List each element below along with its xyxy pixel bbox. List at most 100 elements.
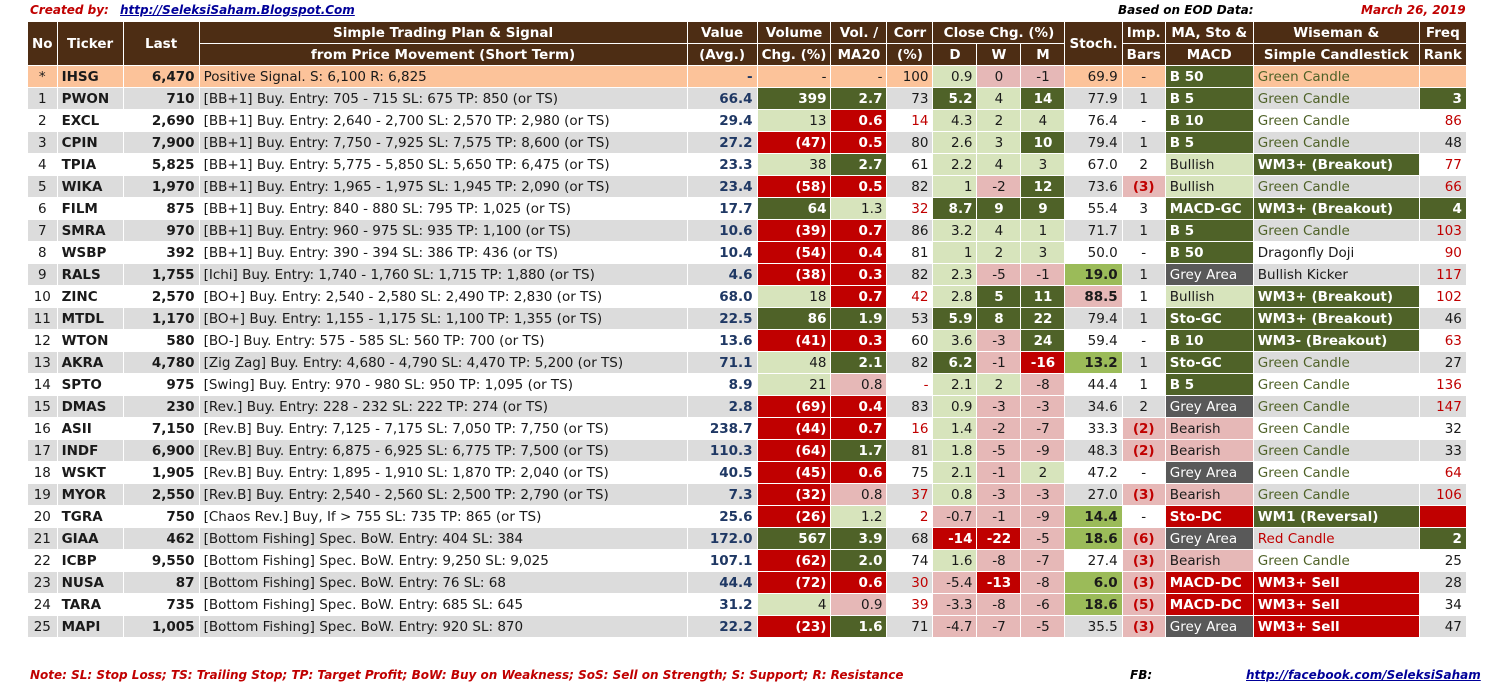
close-change-w-cell: 5 [976,285,1022,308]
imp-bars-cell: 3 [1121,197,1166,220]
freq-rank-cell: 27 [1418,351,1467,374]
close-change-w-cell: 8 [976,307,1022,330]
imp-bars-cell: 1 [1121,87,1166,110]
ticker-cell: SPTO [56,373,124,396]
no-cell: 15 [27,395,58,418]
avg-value-cell: 13.6 [686,329,758,352]
eod-label: Based on EOD Data: [1118,3,1254,17]
stoch-cell: 55.4 [1064,197,1123,220]
vol-ma20-cell: 0.7 [830,285,888,308]
close-change-m-cell: 24 [1020,329,1066,352]
col-value-line2: (Avg.) [686,43,758,66]
table-row: 13 AKRA 4,780 [Zig Zag] Buy. Entry: 4,680 -… [27,351,1467,374]
avg-value-cell: 8.9 [686,373,758,396]
ma-sto-macd-cell: B 10 [1164,109,1254,132]
stoch-cell: 27.4 [1064,549,1123,572]
table-row: 1 PWON 710 [BB+1] Buy. Entry: 705 - 715 SL:… [27,87,1467,110]
last-price-cell: 580 [122,329,200,352]
col-freq-line2: Rank [1418,43,1467,66]
no-cell: 20 [27,505,58,528]
freq-rank-cell: 48 [1418,131,1467,154]
header-row-1: No Ticker Last Simple Trading Plan & Sig… [27,21,1467,66]
close-change-w-cell: -1 [976,461,1022,484]
ma-sto-macd-cell: B 50 [1164,65,1254,88]
fb-link[interactable]: http://facebook.com/SeleksiSaham [1246,668,1481,682]
imp-bars-cell: (3) [1121,175,1166,198]
imp-bars-cell: (3) [1121,615,1166,638]
candlestick-cell: Green Candle [1252,131,1420,154]
close-change-w-cell: 2 [976,241,1022,264]
candlestick-cell: Green Candle [1252,373,1420,396]
col-ma-line2: MACD [1164,43,1254,66]
imp-bars-cell: - [1121,241,1166,264]
vol-ma20-cell: 0.3 [830,263,888,286]
correlation-cell: 32 [886,197,934,220]
close-change-m-cell: -16 [1020,351,1066,374]
trading-plan-cell: [Bottom Fishing] Spec. BoW. Entry: 685 S… [198,593,688,616]
ma-sto-macd-cell: Grey Area [1164,395,1254,418]
trading-plan-cell: [Rev.B] Buy. Entry: 2,540 - 2,560 SL: 2,… [198,483,688,506]
vol-ma20-cell: 1.2 [830,505,888,528]
ma-sto-macd-cell: Bearish [1164,483,1254,506]
no-cell: 12 [27,329,58,352]
trading-plan-cell: [BB+1] Buy. Entry: 840 - 880 SL: 795 TP:… [198,197,688,220]
table-row: 3 CPIN 7,900 [BB+1] Buy. Entry: 7,750 - 7,9… [27,131,1467,154]
trading-plan-cell: [Zig Zag] Buy. Entry: 4,680 - 4,790 SL: … [198,351,688,374]
stoch-cell: 50.0 [1064,241,1123,264]
last-price-cell: 9,550 [122,549,200,572]
imp-bars-cell: 2 [1121,153,1166,176]
col-volume-line2: Chg. (%) [756,43,832,66]
freq-rank-cell: 28 [1418,571,1467,594]
volume-change-cell: 64 [756,197,832,220]
candlestick-cell: WM3+ Sell [1252,571,1420,594]
col-ma-line1: MA, Sto & [1164,21,1254,44]
vol-ma20-cell: 0.6 [830,109,888,132]
close-change-w-cell: 2 [976,373,1022,396]
close-change-d-cell: 2.1 [932,373,978,396]
no-cell: 8 [27,241,58,264]
imp-bars-cell: 1 [1121,373,1166,396]
ma-sto-macd-cell: MACD-DC [1164,571,1254,594]
correlation-cell: 42 [886,285,934,308]
trading-plan-cell: [Rev.] Buy. Entry: 228 - 232 SL: 222 TP:… [198,395,688,418]
blog-link[interactable]: http://SeleksiSaham.Blogspot.Com [120,3,355,17]
vol-ma20-cell: 1.3 [830,197,888,220]
ticker-cell: ICBP [56,549,124,572]
volume-change-cell: 21 [756,373,832,396]
no-cell: 22 [27,549,58,572]
correlation-cell: 74 [886,549,934,572]
vol-ma20-cell: 0.4 [830,241,888,264]
last-price-cell: 1,170 [122,307,200,330]
trading-signal-table: No Ticker Last Simple Trading Plan & Sig… [27,21,1467,638]
close-change-w-cell: -5 [976,263,1022,286]
col-stoch: Stoch. [1064,21,1123,66]
candlestick-cell: Green Candle [1252,219,1420,242]
trading-plan-cell: [BO+] Buy. Entry: 1,155 - 1,175 SL: 1,10… [198,307,688,330]
volume-change-cell: (45) [756,461,832,484]
candlestick-cell: WM3+ (Breakout) [1252,153,1420,176]
correlation-cell: 68 [886,527,934,550]
ticker-cell: MAPI [56,615,124,638]
close-change-d-cell: 0.9 [932,65,978,88]
imp-bars-cell: - [1121,505,1166,528]
ticker-cell: INDF [56,439,124,462]
vol-ma20-cell: 2.0 [830,549,888,572]
table-row: 5 WIKA 1,970 [BB+1] Buy. Entry: 1,965 - 1,9… [27,175,1467,198]
close-change-d-cell: 0.9 [932,395,978,418]
freq-rank-cell: 77 [1418,153,1467,176]
candlestick-cell: WM3+ (Breakout) [1252,197,1420,220]
table-row: 4 TPIA 5,825 [BB+1] Buy. Entry: 5,775 - 5,8… [27,153,1467,176]
trading-plan-cell: Positive Signal. S: 6,100 R: 6,825 [198,65,688,88]
freq-rank-cell: 3 [1418,87,1467,110]
last-price-cell: 1,905 [122,461,200,484]
freq-rank-cell: 33 [1418,439,1467,462]
freq-rank-cell: 63 [1418,329,1467,352]
volume-change-cell: (44) [756,417,832,440]
volume-change-cell: (26) [756,505,832,528]
close-change-w-cell: 0 [976,65,1022,88]
vol-ma20-cell: 0.8 [830,373,888,396]
candlestick-cell: Green Candle [1252,351,1420,374]
col-imp-line1: Imp. [1121,21,1166,44]
col-plan-line1: Simple Trading Plan & Signal [198,21,688,44]
freq-rank-cell: 47 [1418,615,1467,638]
